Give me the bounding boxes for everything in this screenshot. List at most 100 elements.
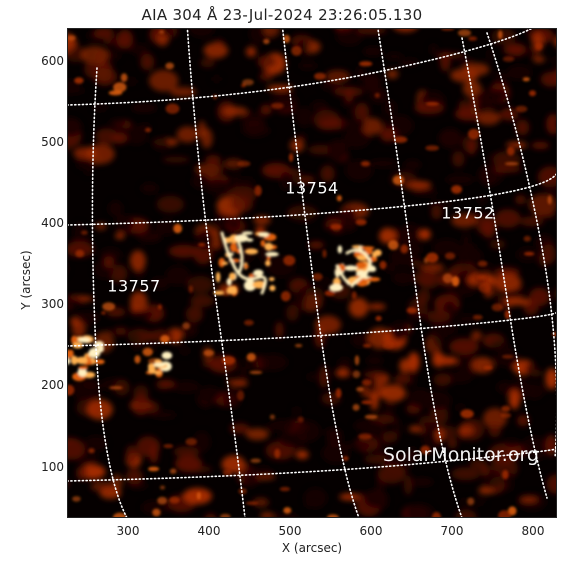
- chromosphere-texture: [451, 467, 481, 481]
- chromosphere-texture: [411, 190, 439, 197]
- bright-patch: [165, 62, 175, 70]
- active-region-plage: [265, 251, 279, 257]
- bright-patch: [451, 185, 463, 194]
- chromosphere-texture: [80, 45, 109, 65]
- bright-patch: [406, 307, 418, 314]
- chromosphere-texture: [393, 418, 402, 437]
- chromosphere-texture: [412, 260, 423, 269]
- chromosphere-texture: [452, 150, 465, 167]
- chromosphere-texture: [321, 443, 350, 464]
- chromosphere-texture: [471, 330, 482, 341]
- chromosphere-texture: [525, 362, 537, 375]
- chromosphere-texture: [286, 304, 299, 321]
- chromosphere-texture: [380, 384, 406, 402]
- bright-patch: [529, 90, 536, 97]
- chromosphere-texture: [407, 352, 420, 372]
- chromosphere-texture: [444, 371, 474, 384]
- bright-patch: [472, 314, 483, 320]
- chromosphere-texture: [103, 256, 115, 269]
- chromosphere-texture: [109, 264, 128, 283]
- chromosphere-texture: [499, 107, 519, 121]
- bright-patch: [102, 302, 116, 311]
- active-region-plage: [218, 257, 226, 268]
- active-region-13752-label: 13752: [441, 203, 495, 223]
- y-tick-label: 600: [41, 54, 64, 68]
- chromosphere-texture: [224, 158, 244, 169]
- grid-line: [67, 28, 535, 106]
- bright-patch: [440, 28, 455, 31]
- bright-patch: [523, 251, 535, 256]
- chromosphere-texture: [149, 444, 159, 464]
- active-region-plage: [337, 245, 343, 254]
- chromosphere-texture: [463, 63, 490, 76]
- bright-patch: [101, 311, 106, 315]
- chromosphere-texture: [162, 156, 190, 163]
- x-axis-label: X (arcsec): [281, 541, 343, 555]
- chromosphere-texture: [111, 132, 128, 144]
- active-region-plage: [221, 261, 229, 265]
- bright-patch: [280, 291, 291, 302]
- chromosphere-texture: [211, 76, 222, 82]
- bright-patch: [67, 384, 75, 396]
- active-region-plage: [148, 364, 156, 374]
- bright-patch: [113, 82, 127, 93]
- chromosphere-texture: [479, 164, 497, 187]
- chromosphere-texture: [140, 53, 155, 71]
- active-region-plage: [266, 256, 271, 261]
- chromosphere-texture: [408, 313, 429, 321]
- chromosphere-texture: [362, 117, 383, 135]
- bright-patch: [388, 240, 399, 251]
- bright-patch: [244, 319, 254, 326]
- grid-line: [91, 67, 128, 518]
- bright-patch: [375, 315, 382, 321]
- bright-patch: [498, 30, 503, 40]
- chromosphere-texture: [192, 431, 211, 453]
- chromosphere-texture: [425, 310, 450, 323]
- chromosphere-texture: [375, 434, 387, 457]
- chromosphere-texture: [483, 408, 508, 429]
- chromosphere-texture: [356, 65, 366, 81]
- chromosphere-texture: [162, 28, 174, 37]
- bright-patch: [360, 161, 371, 167]
- bright-patch: [361, 400, 373, 405]
- chromosphere-texture: [115, 327, 127, 335]
- chromosphere-texture: [457, 353, 479, 376]
- chromosphere-texture: [483, 89, 508, 101]
- chromosphere-texture: [515, 119, 530, 136]
- chromosphere-texture: [238, 177, 256, 184]
- chromosphere-texture: [449, 338, 479, 355]
- bright-patch: [203, 349, 215, 357]
- bright-patch: [506, 146, 515, 156]
- bright-patch: [426, 252, 439, 263]
- chromosphere-texture: [409, 478, 434, 486]
- chromosphere-texture: [366, 355, 384, 367]
- chromosphere-texture: [282, 174, 305, 182]
- active-region-plage: [161, 351, 173, 360]
- y-tick-label: 300: [41, 297, 64, 311]
- chromosphere-texture: [445, 174, 475, 185]
- grid-line: [281, 28, 360, 518]
- chromosphere-texture: [547, 183, 557, 198]
- chromosphere-texture: [67, 480, 70, 487]
- chromosphere-texture: [291, 288, 307, 310]
- bright-patch: [330, 223, 342, 230]
- chromosphere-texture: [183, 465, 213, 473]
- chromosphere-texture: [71, 235, 93, 242]
- chromosphere-texture: [116, 29, 134, 49]
- chromosphere-texture: [554, 287, 557, 300]
- chromosphere-texture: [371, 500, 388, 509]
- bright-patch: [74, 77, 84, 84]
- chromosphere-texture: [205, 155, 221, 165]
- chromosphere-texture: [71, 319, 86, 338]
- chromosphere-texture: [379, 227, 397, 244]
- bright-patch: [246, 353, 256, 362]
- chromosphere-texture: [384, 262, 397, 273]
- bright-patch: [327, 514, 339, 518]
- chromosphere-texture: [125, 468, 143, 485]
- active-region-plage: [215, 271, 221, 283]
- chromosphere-texture: [356, 28, 387, 35]
- chromosphere-texture: [169, 87, 197, 97]
- chromosphere-texture: [403, 159, 422, 171]
- chromosphere-texture: [95, 60, 113, 82]
- chromosphere-texture: [245, 46, 257, 57]
